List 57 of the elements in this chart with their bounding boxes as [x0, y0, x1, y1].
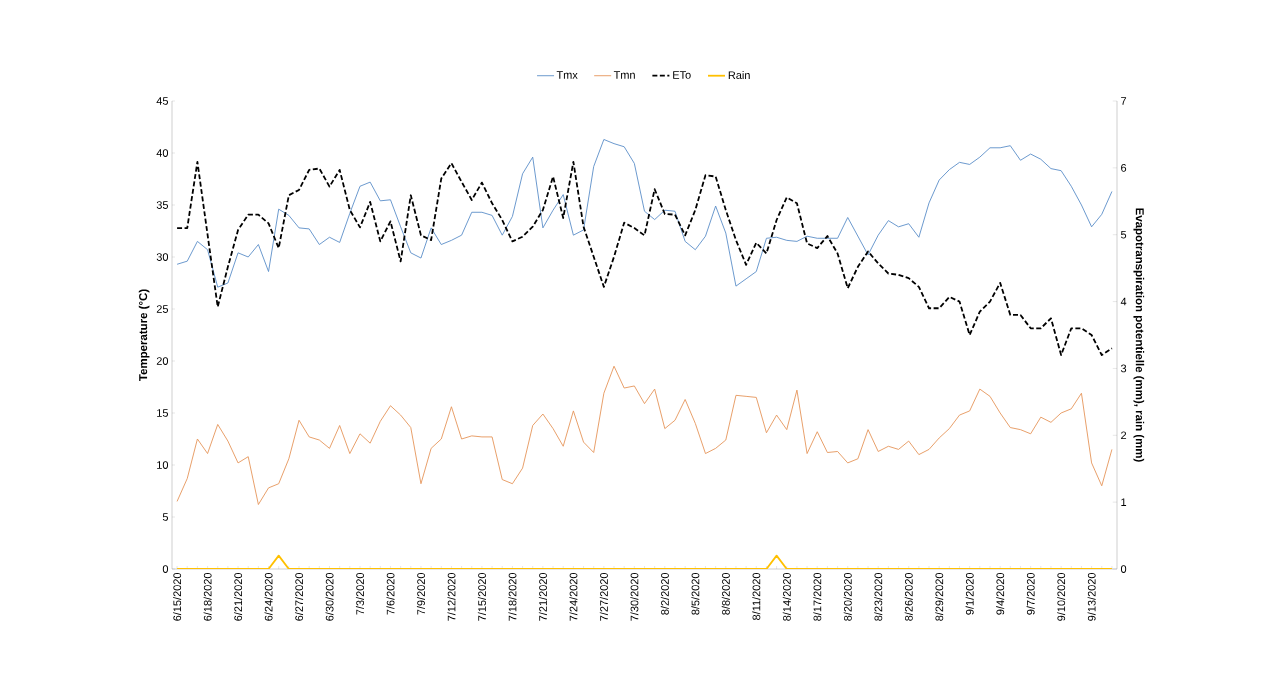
x-tick-label: 9/1/2020 — [965, 572, 974, 615]
y-tick-label: 10 — [157, 461, 169, 469]
y2-tick-label: 6 — [1121, 163, 1127, 172]
y2-tick-label: 1 — [1121, 498, 1127, 506]
x-tick-label: 8/5/2020 — [691, 572, 700, 615]
y-tick-label: 20 — [156, 357, 169, 365]
y2-tick-label: 4 — [1120, 297, 1127, 306]
x-tick-label: 7/27/2020 — [599, 572, 608, 621]
x-tick-label: 6/24/2020 — [264, 572, 273, 621]
y-tick-label: 5 — [162, 513, 169, 521]
y-tick-label: 25 — [156, 305, 169, 313]
y2-tick-label: 3 — [1120, 364, 1127, 373]
x-tick-label: 8/17/2020 — [813, 572, 822, 621]
y-axis-title: Temperature (°C) — [138, 289, 150, 381]
x-tick-label: 7/30/2020 — [630, 572, 639, 621]
x-tick-label: 7/3/2020 — [355, 572, 365, 615]
x-tick-label: 7/18/2020 — [508, 572, 517, 621]
legend-label: Tmn — [613, 71, 635, 79]
line-series — [176, 160, 1113, 356]
x-tick-label: 8/26/2020 — [904, 572, 913, 621]
x-tick-label: 9/4/2020 — [996, 572, 1005, 615]
y-tick-label: 30 — [156, 253, 169, 261]
y-tick-label: 0 — [162, 565, 169, 573]
x-tick-label: 8/2/2020 — [660, 572, 669, 615]
legend-label: Tmx — [556, 71, 578, 79]
y2-tick-label: 5 — [1120, 230, 1127, 239]
x-tick-label: 6/18/2020 — [203, 572, 212, 621]
y-tick-label: 45 — [156, 97, 169, 105]
x-tick-label: 9/10/2020 — [1057, 572, 1066, 621]
y2-axis-title: Evapotranspiration potentielle (mm), rain (mm) — [1133, 208, 1145, 462]
y-tick-label: 35 — [156, 201, 169, 209]
y2-tick-label: 7 — [1121, 97, 1127, 105]
x-tick-label: 7/6/2020 — [386, 572, 395, 615]
x-tick-label: 6/27/2020 — [295, 572, 304, 621]
x-tick-label: 6/15/2020 — [173, 572, 182, 621]
x-tick-label: 8/8/2020 — [721, 572, 730, 615]
x-tick-label: 8/14/2020 — [782, 572, 791, 621]
legend-label: ETo — [673, 71, 691, 79]
line-series — [176, 365, 1113, 505]
x-tick-label: 6/21/2020 — [234, 572, 243, 621]
x-tick-label: 7/21/2020 — [538, 572, 547, 621]
y-tick-label: 15 — [157, 409, 169, 417]
x-tick-label: 7/15/2020 — [477, 572, 486, 621]
x-tick-label: 8/29/2020 — [935, 572, 944, 621]
x-tick-label: 9/13/2020 — [1087, 572, 1096, 621]
legend-label: Rain — [728, 71, 750, 80]
y-tick-label: 40 — [156, 149, 169, 157]
y2-tick-label: 2 — [1121, 431, 1127, 440]
y2-tick-label: 0 — [1120, 565, 1127, 573]
x-tick-label: 7/12/2020 — [447, 572, 456, 621]
x-tick-label: 7/24/2020 — [569, 572, 578, 621]
x-tick-label: 9/7/2020 — [1026, 572, 1035, 615]
x-tick-label: 8/20/2020 — [843, 572, 852, 621]
x-tick-label: 7/9/2020 — [416, 572, 425, 615]
x-tick-label: 8/11/2020 — [752, 572, 761, 620]
x-tick-label: 6/30/2020 — [325, 572, 334, 621]
x-tick-label: 8/23/2020 — [874, 572, 883, 621]
